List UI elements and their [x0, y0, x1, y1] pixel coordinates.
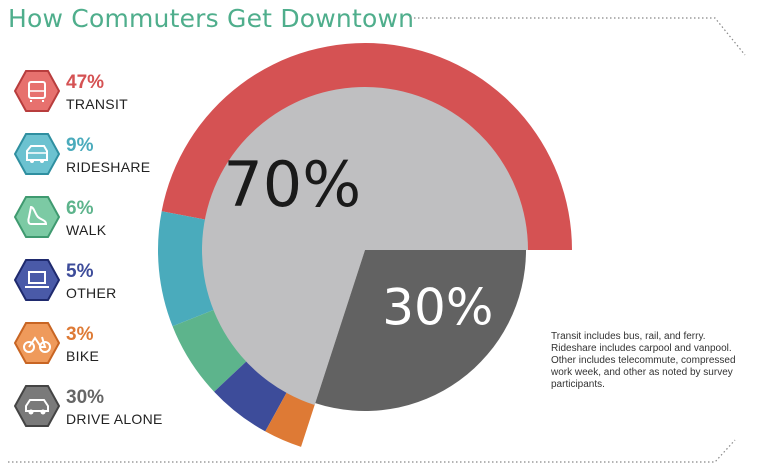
van-icon [14, 133, 60, 175]
car-icon [14, 385, 60, 427]
footnote: Transit includes bus, rail, and ferry. R… [551, 331, 751, 391]
legend-item-walk: 6% WALK [14, 196, 204, 246]
legend-label: DRIVE ALONE [66, 411, 163, 427]
bus-icon [14, 70, 60, 112]
legend-pct: 6% [66, 198, 93, 220]
pie-label-1: 70% [223, 148, 361, 221]
legend-label: TRANSIT [66, 96, 128, 112]
shoe-icon [14, 196, 60, 238]
legend-label: RIDESHARE [66, 159, 150, 175]
legend-item-drive-alone: 30% DRIVE ALONE [14, 385, 204, 435]
legend-pct: 5% [66, 261, 93, 283]
legend-pct: 30% [66, 387, 104, 409]
bike-icon [14, 322, 60, 364]
pie-label-2: 30% [382, 279, 493, 337]
legend-item-rideshare: 9% RIDESHARE [14, 133, 204, 183]
laptop-icon [14, 259, 60, 301]
legend-label: BIKE [66, 348, 99, 364]
legend-item-bike: 3% BIKE [14, 322, 204, 372]
inner-pie [202, 87, 528, 411]
legend-pct: 9% [66, 135, 93, 157]
legend-item-transit: 47% TRANSIT [14, 70, 204, 120]
legend-label: OTHER [66, 285, 117, 301]
legend-pct: 47% [66, 72, 104, 94]
legend-pct: 3% [66, 324, 93, 346]
legend-item-other: 5% OTHER [14, 259, 204, 309]
legend-label: WALK [66, 222, 106, 238]
